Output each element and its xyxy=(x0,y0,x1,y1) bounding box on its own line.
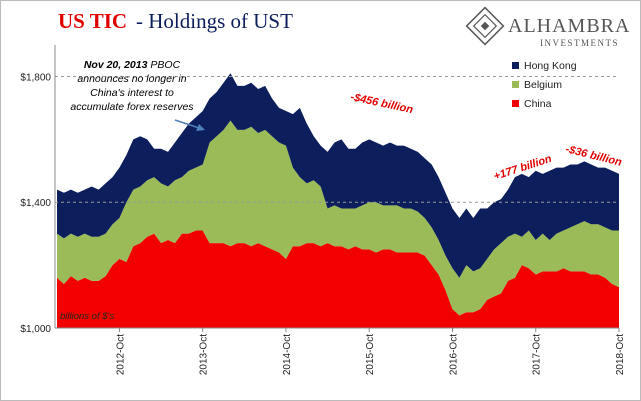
chart-title: US TIC xyxy=(58,9,127,33)
x-tick-label: 2014-Oct xyxy=(282,334,293,375)
logo-name: ALHAMBRA xyxy=(508,15,630,37)
legend-label: Belgium xyxy=(524,79,562,91)
annotation-text: PBOC xyxy=(150,59,180,71)
legend-swatch xyxy=(512,81,519,88)
area-hong-kong xyxy=(57,73,619,278)
annotation-line: accumulate forex reserves xyxy=(70,101,194,113)
plot-area: $1,000 $1,400 $1,800 2012-Oct 2013-Oct 2014-O… xyxy=(20,45,626,375)
logo-tagline: INVESTMENTS xyxy=(540,38,619,48)
y-tick-label: $1,400 xyxy=(20,198,51,209)
x-tick-label: 2017-Oct xyxy=(532,334,543,375)
chart-subtitle: - Holdings of UST xyxy=(136,9,293,33)
area-china xyxy=(57,230,619,328)
x-tick-label: 2013-Oct xyxy=(199,334,210,375)
annotation-date: Nov 20, 2013 xyxy=(84,59,148,71)
legend-swatch xyxy=(512,100,519,107)
y-tick-label: $1,000 xyxy=(20,324,51,335)
logo: ALHAMBRA INVESTMENTS xyxy=(465,6,630,48)
x-tick-label: 2015-Oct xyxy=(365,334,376,375)
units-note: billions of $'s xyxy=(60,311,114,322)
x-tick-label: 2018-Oct xyxy=(615,334,626,375)
annotation-line: announces no longer in xyxy=(77,73,186,85)
legend-label: Hong Kong xyxy=(524,60,577,72)
logo-mark xyxy=(465,6,505,46)
y-tick-label: $1,800 xyxy=(20,72,51,83)
legend-label: China xyxy=(524,98,552,110)
x-tick-label: 2016-Oct xyxy=(448,334,459,375)
annotation-line: China's interest to xyxy=(90,87,174,99)
annotation-arrow xyxy=(174,119,205,131)
area-belgium xyxy=(57,120,619,316)
annotation-line: Nov 20, 2013 PBOC xyxy=(84,59,181,71)
legend-swatch xyxy=(512,62,519,69)
pboc-annotation: Nov 20, 2013 PBOC announces no longer in… xyxy=(70,59,194,113)
x-tick-label: 2012-Oct xyxy=(115,334,126,375)
